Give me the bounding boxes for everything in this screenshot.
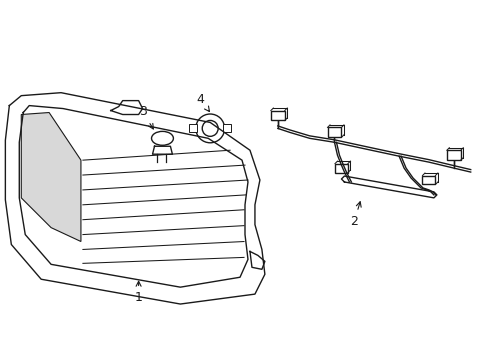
Polygon shape — [422, 176, 434, 184]
Text: 2: 2 — [350, 202, 361, 228]
Text: 3: 3 — [139, 105, 153, 129]
Text: 1: 1 — [134, 281, 142, 304]
Circle shape — [195, 114, 224, 143]
Polygon shape — [446, 150, 460, 160]
Polygon shape — [189, 125, 197, 132]
Polygon shape — [327, 127, 341, 137]
Polygon shape — [223, 125, 231, 132]
Text: 4: 4 — [196, 93, 209, 112]
Ellipse shape — [151, 131, 173, 145]
Polygon shape — [334, 164, 347, 172]
Circle shape — [202, 121, 218, 136]
Polygon shape — [21, 113, 81, 242]
Polygon shape — [270, 111, 284, 121]
